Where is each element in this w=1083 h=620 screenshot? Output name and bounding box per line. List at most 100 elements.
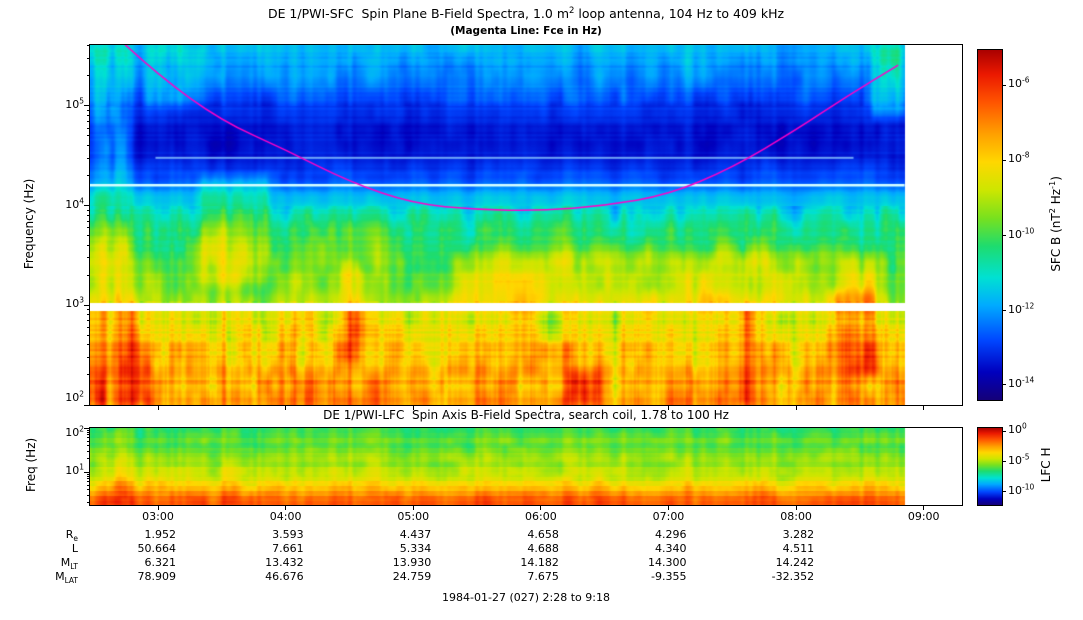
ephemeris-value: 3.282 <box>782 528 815 541</box>
ephemeris-value: 78.909 <box>137 570 177 583</box>
time-tick-mark-sfc <box>923 406 925 410</box>
sfc-cbtick-mark <box>1002 384 1006 386</box>
sfc-ytick-minor <box>87 120 90 122</box>
lfc-ytick-minor <box>87 445 90 446</box>
footer-date-range: 1984-01-27 (027) 2:28 to 9:18 <box>442 591 610 604</box>
time-tick-mark-lfc <box>795 506 797 510</box>
sfc-ytick-minor <box>87 257 90 259</box>
sfc-ytick-minor <box>87 227 90 229</box>
sfc-colorbar-label: SFC B (nT2 Hz-1) <box>1047 176 1064 272</box>
ephemeris-value: 4.688 <box>527 542 559 555</box>
lfc-ytick-minor <box>87 494 90 496</box>
time-tick-mark-lfc <box>157 506 159 510</box>
sfc-ytick-mark <box>84 304 90 306</box>
sfc-ytick-minor <box>87 326 90 328</box>
lfc-ytick-minor <box>87 475 90 477</box>
sfc-cbtick-label: 10-8 <box>1008 150 1030 166</box>
sfc-ytick-label: 102 <box>65 389 84 404</box>
time-tick-mark-sfc <box>795 406 797 410</box>
ephemeris-row-label: L <box>71 542 78 555</box>
lfc-ytick-label: 101 <box>65 462 84 477</box>
ephemeris-value: 13.930 <box>392 556 432 569</box>
lfc-colorbar <box>978 428 1002 505</box>
sfc-ytick-minor <box>87 309 90 311</box>
lfc-ytick-minor <box>87 481 90 483</box>
time-tick-label: 04:00 <box>269 510 302 523</box>
lfc-cbtick-label: 10-5 <box>1008 452 1030 467</box>
sfc-ytick-minor <box>87 209 90 211</box>
ephemeris-value: 14.182 <box>520 556 559 569</box>
lfc-ytick-minor <box>87 434 90 436</box>
lfc-ytick-minor <box>87 431 90 433</box>
ephemeris-value: 46.676 <box>265 570 304 583</box>
lfc-cbtick-mark <box>1002 491 1006 493</box>
sfc-cbtick-mark <box>1002 235 1006 236</box>
ephemeris-value: 4.511 <box>782 542 815 555</box>
sfc-ytick-minor <box>87 127 90 129</box>
time-tick-mark-sfc <box>157 406 159 410</box>
lfc-spectrogram-canvas <box>90 428 962 505</box>
ephemeris-row-label: MLAT <box>55 570 78 586</box>
ephemeris-value: 13.432 <box>265 556 304 569</box>
time-tick-mark-lfc <box>412 506 414 510</box>
time-tick-mark-lfc <box>667 506 669 510</box>
sfc-ytick-label: 105 <box>65 96 84 111</box>
sfc-ytick-minor <box>87 45 90 47</box>
sfc-title: DE 1/PWI-SFC Spin Plane B-Field Spectra,… <box>267 5 785 21</box>
sfc-ytick-label: 103 <box>65 295 84 311</box>
lfc-ytick-minor <box>87 450 90 452</box>
lfc-ytick-minor <box>87 473 90 475</box>
lfc-ylabel: Freq (Hz) <box>24 437 39 493</box>
lfc-ytick-minor <box>87 502 90 504</box>
ephemeris-value: 14.242 <box>775 556 815 569</box>
lfc-ytick-minor <box>87 429 90 431</box>
time-tick-mark-lfc <box>285 506 287 510</box>
lfc-ytick-mark <box>84 471 90 473</box>
sfc-ytick-minor <box>87 320 90 322</box>
time-tick-mark-lfc <box>540 506 542 510</box>
sfc-ytick-minor <box>87 274 90 276</box>
sfc-cbtick-mark <box>1002 159 1006 161</box>
sfc-cbtick-label: 10-12 <box>1008 301 1035 316</box>
ephemeris-value: -9.355 <box>651 570 687 583</box>
sfc-ytick-mark <box>84 105 90 107</box>
sfc-cbtick-label: 10-10 <box>1008 225 1035 241</box>
lfc-cbtick-mark <box>1002 461 1006 463</box>
sfc-ytick-minor <box>87 145 90 147</box>
sfc-cbtick-mark <box>1002 84 1006 86</box>
sfc-ytick-minor <box>87 115 90 117</box>
lfc-ytick-minor <box>87 458 90 460</box>
sfc-ytick-minor <box>87 57 90 59</box>
time-tick-label: 07:00 <box>652 510 685 523</box>
sfc-cbtick-label: 10-14 <box>1008 375 1035 390</box>
sfc-cbtick-label: 10-6 <box>1008 75 1030 90</box>
lfc-ytick-minor <box>87 489 90 490</box>
time-tick-label: 08:00 <box>780 510 812 523</box>
ephemeris-value: 4.437 <box>399 528 432 541</box>
lfc-ytick-mark <box>84 427 90 429</box>
sfc-ytick-minor <box>87 334 90 336</box>
sfc-spectrogram-canvas <box>90 45 962 405</box>
ephemeris-value: 50.664 <box>137 542 177 555</box>
sfc-ytick-minor <box>87 220 90 222</box>
sfc-colorbar <box>978 50 1002 400</box>
sfc-ytick-minor <box>87 374 90 376</box>
time-tick-label: 06:00 <box>525 510 557 523</box>
sfc-ytick-mark <box>84 205 90 207</box>
ephemeris-value: 7.661 <box>272 542 304 555</box>
ephemeris-value: 1.952 <box>144 528 177 541</box>
time-tick-label: 03:00 <box>142 510 174 523</box>
sfc-ytick-minor <box>87 244 90 246</box>
sfc-ytick-minor <box>87 344 90 346</box>
lfc-ytick-minor <box>87 478 90 480</box>
lfc-cbtick-mark <box>1002 430 1006 432</box>
lfc-ytick-minor <box>87 484 90 486</box>
ephemeris-value: 14.300 <box>647 556 687 569</box>
ephemeris-value: 7.675 <box>527 570 559 583</box>
lfc-title: DE 1/PWI-LFC Spin Axis B-Field Spectra, … <box>323 408 729 422</box>
sfc-ytick-minor <box>87 110 90 112</box>
sfc-cbtick-mark <box>1002 310 1006 312</box>
ephemeris-value: 6.321 <box>144 556 177 569</box>
time-tick-mark-sfc <box>667 406 669 410</box>
sfc-ytick-mark <box>84 404 90 406</box>
